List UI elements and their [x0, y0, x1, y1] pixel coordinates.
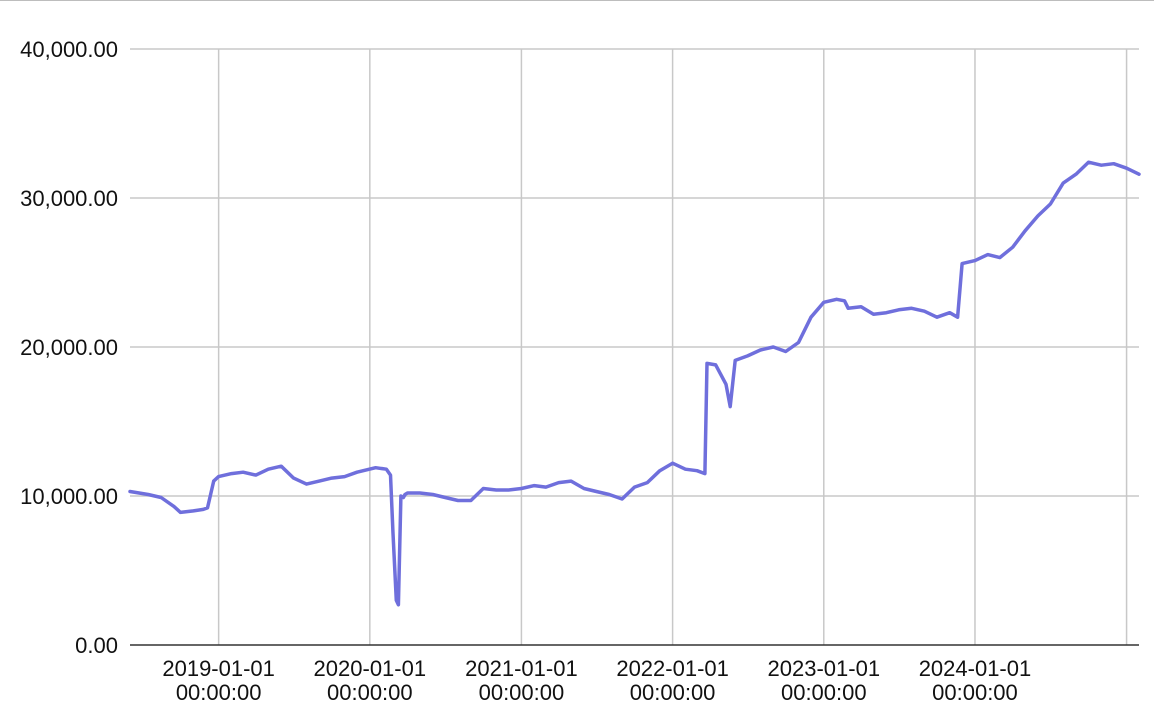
- x-tick-label-time: 00:00:00: [327, 680, 413, 705]
- x-tick-label-time: 00:00:00: [176, 680, 262, 705]
- x-tick-label-date: 2020-01-01: [314, 656, 427, 681]
- x-tick-label-date: 2024-01-01: [919, 656, 1032, 681]
- x-tick-label-time: 00:00:00: [630, 680, 716, 705]
- x-tick-label-time: 00:00:00: [781, 680, 867, 705]
- x-tick-label-time: 00:00:00: [479, 680, 565, 705]
- series-lines: [128, 160, 1141, 607]
- y-axis-tick-labels: 0.00 10,000.00 20,000.00 30,000.00 40,000.00: [20, 37, 118, 658]
- x-axis-tick-labels: 2019-01-0100:00:002020-01-0100:00:002021…: [162, 656, 1031, 705]
- x-tick-label-date: 2019-01-01: [162, 656, 275, 681]
- x-tick-label-date: 2021-01-01: [465, 656, 578, 681]
- x-tick-label-date: 2022-01-01: [616, 656, 729, 681]
- y-tick-label: 30,000.00: [20, 186, 118, 211]
- x-tick-label-time: 00:00:00: [932, 680, 1018, 705]
- y-tick-label: 10,000.00: [20, 484, 118, 509]
- x-tick-label-date: 2023-01-01: [768, 656, 881, 681]
- y-tick-label: 40,000.00: [20, 37, 118, 62]
- gridlines: [130, 48, 1139, 646]
- y-tick-label: 20,000.00: [20, 335, 118, 360]
- top-border: [0, 0, 1154, 1]
- y-tick-label: 0.00: [75, 633, 118, 658]
- series-line: [128, 160, 1141, 607]
